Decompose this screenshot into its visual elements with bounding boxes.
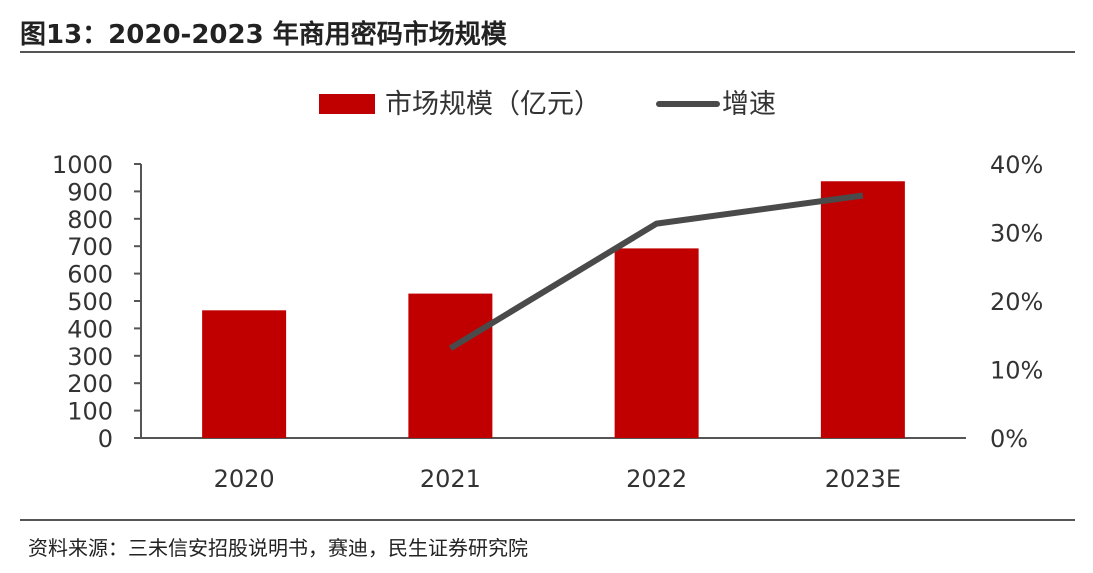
bottom-divider (20, 519, 1075, 521)
left-tick-label: 200 (67, 370, 113, 398)
top-divider (20, 51, 1075, 53)
source-note: 资料来源：三未信安招股说明书，赛迪，民生证券研究院 (28, 536, 528, 560)
legend-swatch-bar (319, 94, 375, 114)
left-tick-label: 600 (67, 261, 113, 289)
left-tick-label: 900 (67, 178, 113, 206)
bar-2021 (408, 293, 493, 438)
bar-2022 (614, 248, 699, 438)
right-tick-label: 20% (990, 288, 1043, 316)
category-label: 2022 (626, 465, 687, 493)
category-label: 2023E (825, 465, 901, 493)
chart-legend: 市场规模（亿元） 增速 (319, 89, 776, 120)
bar-series (202, 181, 905, 438)
right-tick-label: 0% (990, 425, 1028, 453)
left-tick-label: 700 (67, 233, 113, 261)
right-tick-label: 10% (990, 357, 1043, 385)
left-tick-label: 300 (67, 343, 113, 371)
left-tick-label: 0 (98, 425, 113, 453)
legend-label-market-size: 市场规模（亿元） (385, 89, 601, 120)
left-tick-label: 800 (67, 206, 113, 234)
left-tick-label: 500 (67, 288, 113, 316)
category-label: 2020 (214, 465, 275, 493)
figure-title: 图13：2020-2023 年商用密码市场规模 (20, 20, 507, 50)
left-tick-label: 1000 (52, 151, 113, 179)
bar-2020 (202, 310, 287, 438)
category-labels: 2020 2021 2022 2023E (214, 465, 901, 493)
right-axis-ticks: 0% 10% 20% 30% 40% (990, 151, 1043, 453)
right-tick-label: 40% (990, 151, 1043, 179)
category-label: 2021 (420, 465, 481, 493)
legend-label-growth: 增速 (722, 89, 776, 120)
left-tick-label: 100 (67, 398, 113, 426)
right-tick-label: 30% (990, 220, 1043, 248)
bar-2023E (820, 181, 905, 438)
growth-line (448, 192, 864, 351)
left-tick-label: 400 (67, 315, 113, 343)
